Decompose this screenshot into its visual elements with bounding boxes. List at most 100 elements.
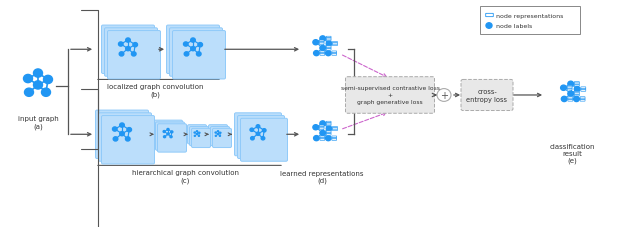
FancyBboxPatch shape (568, 99, 573, 100)
Circle shape (220, 133, 221, 134)
Circle shape (437, 89, 451, 102)
FancyBboxPatch shape (95, 111, 148, 159)
Circle shape (261, 137, 265, 140)
Circle shape (119, 52, 124, 57)
Circle shape (573, 97, 579, 102)
FancyBboxPatch shape (326, 37, 331, 39)
Circle shape (33, 70, 42, 78)
Circle shape (198, 43, 202, 48)
FancyBboxPatch shape (574, 92, 579, 94)
FancyBboxPatch shape (170, 29, 223, 77)
Circle shape (251, 137, 254, 140)
FancyBboxPatch shape (188, 125, 207, 144)
Circle shape (125, 137, 130, 141)
Circle shape (113, 137, 118, 141)
Circle shape (33, 81, 42, 90)
FancyBboxPatch shape (319, 126, 324, 127)
Circle shape (313, 125, 319, 130)
FancyBboxPatch shape (237, 116, 285, 159)
Circle shape (171, 131, 173, 133)
FancyBboxPatch shape (333, 44, 337, 45)
FancyBboxPatch shape (104, 29, 157, 77)
Text: learned representations
(d): learned representations (d) (280, 170, 364, 184)
Text: cross-
entropy loss: cross- entropy loss (467, 89, 508, 103)
Circle shape (250, 128, 253, 132)
Circle shape (131, 52, 136, 57)
FancyBboxPatch shape (326, 125, 331, 126)
Circle shape (167, 133, 169, 135)
FancyBboxPatch shape (99, 113, 152, 162)
FancyBboxPatch shape (211, 127, 230, 146)
FancyBboxPatch shape (102, 116, 154, 164)
FancyBboxPatch shape (326, 49, 331, 51)
FancyBboxPatch shape (166, 26, 220, 74)
FancyBboxPatch shape (332, 54, 337, 56)
FancyBboxPatch shape (567, 89, 572, 91)
Circle shape (196, 131, 198, 132)
FancyBboxPatch shape (574, 84, 579, 85)
FancyBboxPatch shape (574, 95, 579, 96)
FancyBboxPatch shape (574, 94, 579, 95)
FancyBboxPatch shape (319, 127, 324, 128)
Circle shape (44, 76, 52, 84)
FancyBboxPatch shape (568, 100, 573, 102)
Circle shape (326, 42, 332, 47)
Circle shape (561, 86, 566, 91)
Text: localized graph convolution
(b): localized graph convolution (b) (107, 84, 204, 97)
Circle shape (184, 52, 189, 57)
FancyBboxPatch shape (326, 131, 331, 133)
FancyBboxPatch shape (102, 26, 154, 74)
FancyBboxPatch shape (156, 122, 184, 151)
FancyBboxPatch shape (326, 123, 331, 125)
FancyBboxPatch shape (173, 31, 225, 80)
FancyBboxPatch shape (486, 14, 493, 17)
FancyBboxPatch shape (320, 54, 324, 56)
FancyBboxPatch shape (333, 128, 337, 130)
Circle shape (163, 136, 166, 138)
Circle shape (24, 89, 33, 97)
Circle shape (191, 47, 195, 52)
FancyBboxPatch shape (332, 53, 337, 55)
FancyBboxPatch shape (212, 129, 232, 148)
FancyBboxPatch shape (191, 129, 211, 148)
FancyBboxPatch shape (320, 138, 324, 139)
Circle shape (262, 129, 266, 132)
Circle shape (314, 51, 319, 57)
Circle shape (133, 43, 138, 48)
FancyBboxPatch shape (332, 52, 337, 53)
FancyBboxPatch shape (326, 38, 331, 40)
Circle shape (568, 82, 573, 87)
Circle shape (125, 39, 131, 43)
FancyBboxPatch shape (333, 42, 337, 44)
FancyBboxPatch shape (567, 88, 572, 89)
FancyBboxPatch shape (326, 48, 331, 49)
FancyBboxPatch shape (189, 127, 209, 146)
Circle shape (196, 52, 201, 57)
FancyBboxPatch shape (574, 82, 579, 84)
FancyBboxPatch shape (346, 77, 435, 114)
FancyBboxPatch shape (320, 136, 324, 138)
FancyBboxPatch shape (241, 119, 287, 162)
Text: input graph
(a): input graph (a) (18, 116, 58, 129)
Circle shape (170, 136, 172, 138)
Circle shape (561, 97, 567, 102)
Circle shape (215, 136, 216, 137)
FancyBboxPatch shape (319, 42, 324, 44)
FancyBboxPatch shape (574, 85, 579, 87)
Circle shape (574, 87, 580, 92)
FancyBboxPatch shape (580, 100, 585, 102)
Text: node labels: node labels (496, 24, 532, 29)
FancyBboxPatch shape (209, 125, 227, 144)
Circle shape (125, 47, 131, 52)
FancyBboxPatch shape (568, 97, 573, 99)
Circle shape (24, 75, 33, 83)
FancyBboxPatch shape (461, 80, 513, 111)
FancyBboxPatch shape (333, 45, 337, 47)
FancyBboxPatch shape (326, 47, 331, 48)
FancyBboxPatch shape (581, 90, 586, 92)
FancyBboxPatch shape (332, 138, 337, 139)
FancyBboxPatch shape (319, 41, 324, 42)
Circle shape (118, 43, 123, 47)
FancyBboxPatch shape (320, 52, 324, 53)
FancyBboxPatch shape (154, 121, 182, 149)
